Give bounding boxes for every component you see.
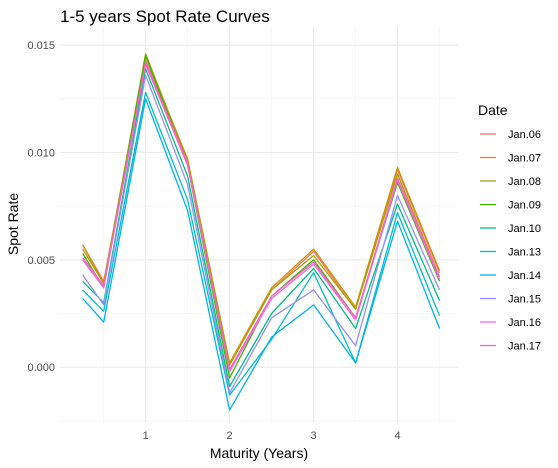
grid bbox=[60, 28, 458, 423]
series-line-jan-15 bbox=[82, 74, 441, 394]
legend-label: Jan.07 bbox=[508, 153, 541, 165]
series-line-jan-13 bbox=[82, 91, 441, 396]
legend-label: Jan.14 bbox=[508, 270, 541, 282]
x-axis-tick-labels: 1 2 3 4 bbox=[143, 430, 401, 442]
series-line-jan-10 bbox=[82, 68, 441, 388]
y-tick-label: 0.015 bbox=[27, 40, 55, 52]
series-line-jan-17 bbox=[82, 61, 441, 370]
y-tick-label: 0.010 bbox=[27, 148, 55, 160]
legend-label: Jan.13 bbox=[508, 247, 541, 259]
y-tick-label: 0.005 bbox=[27, 255, 55, 267]
series-lines bbox=[82, 53, 441, 411]
series-line-jan-08 bbox=[82, 53, 441, 366]
x-tick-label: 4 bbox=[394, 430, 400, 442]
y-axis-tick-labels: 0.000 0.005 0.010 0.015 bbox=[27, 40, 55, 374]
chart-title: 1-5 years Spot Rate Curves bbox=[60, 7, 270, 26]
legend-label: Jan.15 bbox=[508, 294, 541, 306]
legend: Date Jan.06 Jan.07 Jan.08 Jan.09 Jan.10 Jan.1… bbox=[478, 102, 541, 353]
y-tick-label: 0.000 bbox=[27, 362, 55, 374]
y-axis-title: Spot Rate bbox=[5, 193, 21, 255]
legend-label: Jan.16 bbox=[508, 317, 541, 329]
legend-label: Jan.17 bbox=[508, 341, 541, 353]
x-tick-label: 1 bbox=[143, 430, 149, 442]
legend-title: Date bbox=[478, 102, 508, 118]
x-axis-title: Maturity (Years) bbox=[210, 445, 308, 461]
legend-label: Jan.06 bbox=[508, 129, 541, 141]
series-line-jan-14 bbox=[82, 98, 441, 411]
x-tick-label: 2 bbox=[227, 430, 233, 442]
legend-label: Jan.10 bbox=[508, 223, 541, 235]
legend-label: Jan.09 bbox=[508, 200, 541, 212]
legend-label: Jan.08 bbox=[508, 176, 541, 188]
x-tick-label: 3 bbox=[311, 430, 317, 442]
